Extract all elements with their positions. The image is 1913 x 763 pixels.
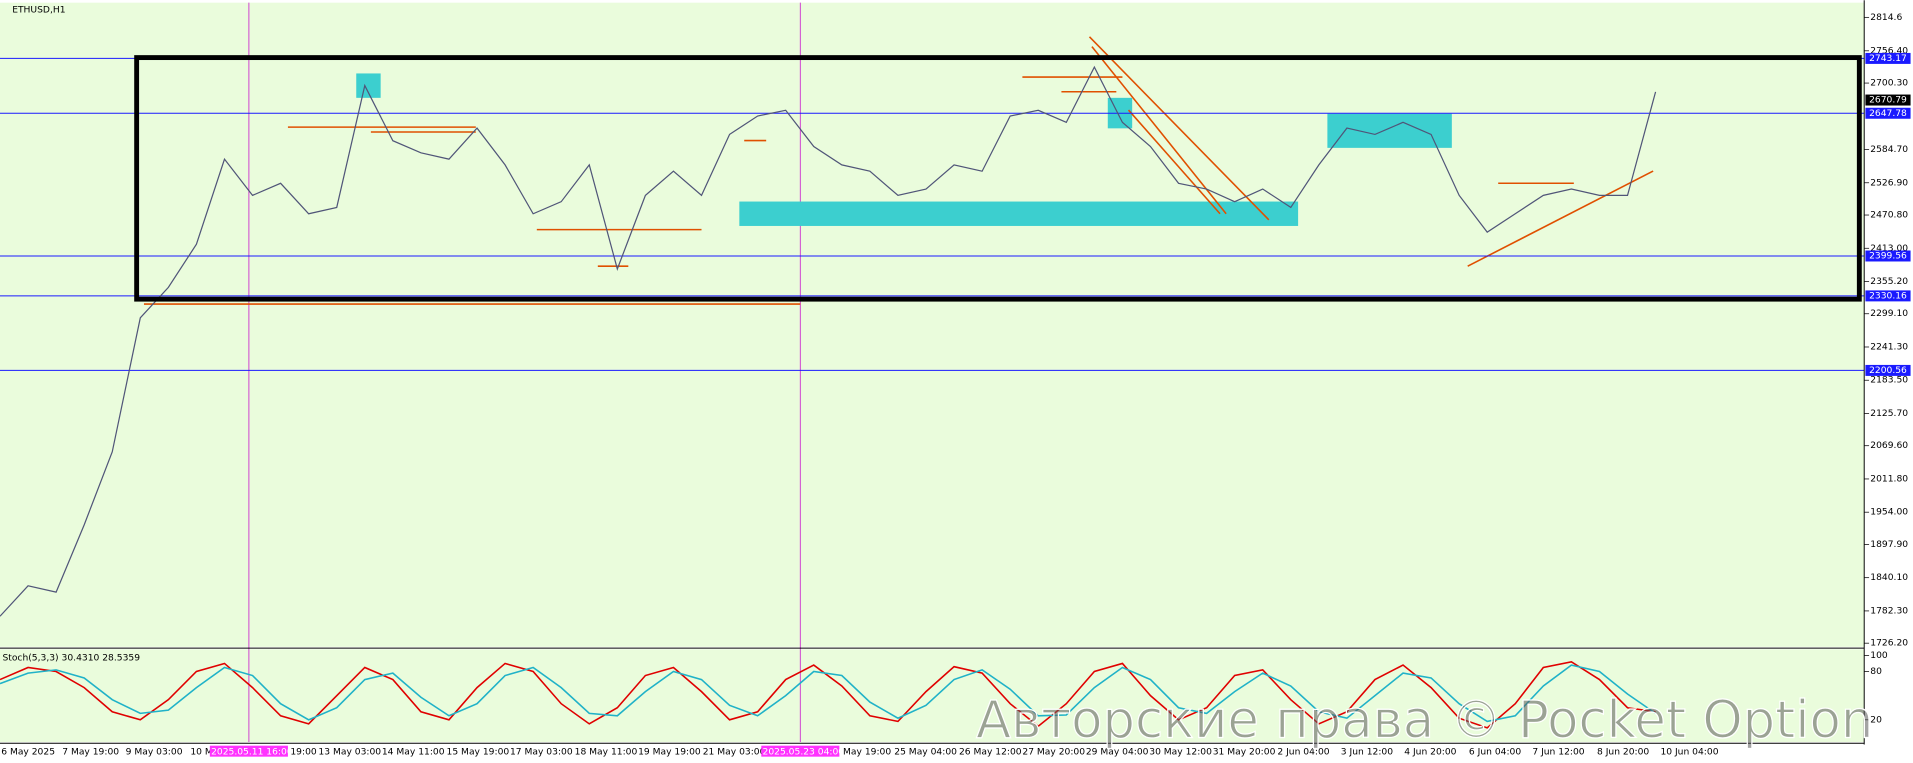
y-tick-label: 2413.00 bbox=[1870, 244, 1908, 254]
level-label-bg bbox=[1865, 364, 1911, 376]
x-tick-label: 2025.05.23 04:00 bbox=[763, 747, 845, 757]
x-tick-label: 25 May 04:00 bbox=[894, 747, 957, 757]
x-tick-label: 9 May 03:00 bbox=[126, 747, 183, 757]
level-label-bg bbox=[1865, 107, 1911, 119]
x-tick-label: 7 Jun 12:00 bbox=[1532, 747, 1584, 757]
trend-line bbox=[1467, 170, 1654, 267]
y-tick-label: 2584.70 bbox=[1870, 145, 1908, 155]
y-tick-label: 1897.90 bbox=[1870, 540, 1908, 550]
x-tick-label: 10 Jun 04:00 bbox=[1660, 747, 1718, 757]
y-tick-label: 2814.6 bbox=[1870, 13, 1902, 23]
series-line bbox=[0, 664, 1657, 723]
level-label-bg bbox=[1865, 250, 1911, 262]
zone bbox=[1327, 113, 1452, 148]
x-tick-label: 31 May 20:00 bbox=[1213, 747, 1276, 757]
zone bbox=[356, 73, 381, 98]
drawings bbox=[143, 36, 1654, 305]
y-tick-label: 2355.20 bbox=[1870, 277, 1908, 287]
x-tick-label: 18 May 11:00 bbox=[575, 747, 638, 757]
x-tick-label: 3 Jun 12:00 bbox=[1341, 747, 1393, 757]
level-label: 2200.56 bbox=[1869, 366, 1907, 376]
level-label: 2743.17 bbox=[1869, 54, 1907, 64]
symbol-title: ETHUSD,H1 bbox=[12, 6, 65, 16]
x-tick-label: 29 May 04:00 bbox=[1086, 747, 1149, 757]
x-tick-label: 2025.05.11 16:00 bbox=[211, 747, 293, 757]
level-label: 2330.16 bbox=[1869, 291, 1907, 301]
y-tick-label: 2526.90 bbox=[1870, 178, 1908, 188]
series bbox=[0, 65, 1657, 729]
y-tick-label: 80 bbox=[1870, 667, 1882, 677]
zone bbox=[739, 201, 1299, 226]
x-tick-label: 21 May 03:00 bbox=[703, 747, 766, 757]
y-tick-label: 1954.00 bbox=[1870, 508, 1908, 518]
last-price-bg bbox=[1865, 94, 1911, 106]
x-tick-label: 19 May 19:00 bbox=[638, 747, 701, 757]
x-tick-label: 8 Jun 20:00 bbox=[1597, 747, 1649, 757]
y-tick-label: 2183.50 bbox=[1870, 376, 1908, 386]
y-tick-label: 2241.30 bbox=[1870, 342, 1908, 352]
y-tick-label: 2470.80 bbox=[1870, 211, 1908, 221]
y-tick-label: 1782.30 bbox=[1870, 606, 1908, 616]
x-tick-label: May 19:00 bbox=[843, 747, 891, 757]
last-price-label: 2670.79 bbox=[1869, 96, 1907, 106]
x-tick-label: 10 M bbox=[190, 747, 212, 757]
trend-line bbox=[1088, 36, 1270, 221]
time-highlight bbox=[209, 745, 288, 757]
y-tick-label: 2125.70 bbox=[1870, 409, 1908, 419]
y-tick-label: 2700.30 bbox=[1870, 79, 1908, 89]
x-tick-label: 17 May 03:00 bbox=[510, 747, 573, 757]
y-tick-label: 2011.80 bbox=[1870, 474, 1908, 484]
labels: 2814.6 2756.40 2700.30 2584.70 2526.90 2470.8… bbox=[1, 13, 1911, 757]
y-tick-label: 1726.20 bbox=[1870, 639, 1908, 649]
x-tick-label: 2 Jun 04:00 bbox=[1277, 747, 1329, 757]
time-highlight bbox=[761, 745, 840, 757]
y-tick-label: 100 bbox=[1870, 651, 1888, 661]
y-tick-label: 2756.40 bbox=[1870, 46, 1908, 56]
level-label-bg bbox=[1865, 52, 1911, 64]
trend-line bbox=[1091, 46, 1227, 215]
range-box bbox=[134, 55, 1862, 302]
trend-line bbox=[1127, 109, 1221, 215]
x-tick-label: 19:00 bbox=[290, 747, 317, 757]
x-tick-label: 27 May 20:00 bbox=[1022, 747, 1085, 757]
y-tick-label: 20 bbox=[1870, 715, 1882, 725]
y-tick-label: 1840.10 bbox=[1870, 573, 1908, 583]
x-tick-label: 15 May 19:00 bbox=[447, 747, 510, 757]
price-panel bbox=[0, 2, 1865, 647]
x-tick-label: 13 May 03:00 bbox=[318, 747, 381, 757]
level-label-bg bbox=[1865, 290, 1911, 302]
x-tick-label: 4 Jun 20:00 bbox=[1404, 747, 1456, 757]
x-tick-label: 26 May 12:00 bbox=[959, 747, 1022, 757]
y-tick-label: 2069.60 bbox=[1870, 441, 1908, 451]
x-tick-label: 14 May 11:00 bbox=[382, 747, 445, 757]
level-label: 2647.78 bbox=[1869, 109, 1907, 119]
series-line bbox=[0, 660, 1656, 729]
x-tick-label: 6 May 2025 bbox=[1, 747, 55, 757]
x-tick-label: 6 Jun 04:00 bbox=[1469, 747, 1521, 757]
y-tick-label: 2299.10 bbox=[1870, 309, 1908, 319]
series-line bbox=[0, 65, 1657, 617]
x-tick-label: 7 May 19:00 bbox=[62, 747, 119, 757]
watermark: Авторские права © Pocket Option bbox=[976, 691, 1873, 751]
level-label: 2399.56 bbox=[1869, 251, 1907, 261]
x-tick-label: 30 May 12:00 bbox=[1149, 747, 1212, 757]
stoch-title: Stoch(5,3,3) 30.4310 28.5359 bbox=[2, 653, 140, 663]
